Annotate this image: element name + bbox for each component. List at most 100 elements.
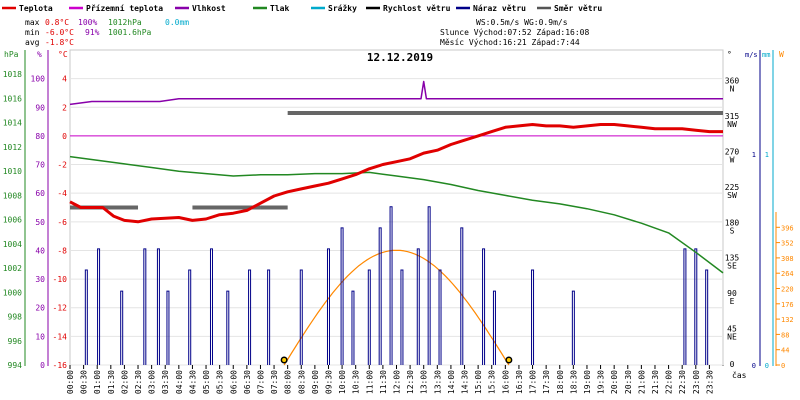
solar-tick-9: 396 — [781, 224, 794, 232]
hpa-tick-4: 1002 — [3, 264, 22, 273]
x-tick-22: 11:00 — [365, 370, 374, 394]
temp-tick-5: -6 — [57, 218, 67, 227]
stat-max-temp: 0.8°C — [45, 18, 69, 27]
x-tick-20: 10:00 — [338, 370, 347, 394]
x-tick-18: 09:00 — [311, 370, 320, 394]
stat-max-hum: 100% — [78, 18, 97, 27]
legend-item-0: Teplota — [19, 4, 53, 13]
wind-gust-bar-19 — [416, 248, 420, 365]
x-tick-26: 13:00 — [420, 370, 429, 394]
humidity-tick-4: 40 — [35, 246, 45, 255]
wind-gust-bar-17 — [389, 206, 393, 365]
chart-title: 12.12.2019 — [367, 51, 433, 64]
x-tick-6: 03:00 — [148, 370, 157, 394]
temp-tick-1: -14 — [53, 332, 68, 341]
x-tick-14: 07:00 — [256, 370, 265, 394]
stat-min-press: 1001.6hPa — [108, 28, 152, 37]
x-tick-7: 03:30 — [161, 370, 170, 394]
wind-gust-bar-0 — [84, 269, 88, 365]
wind-gust-bar-2 — [120, 290, 124, 365]
humidity-tick-8: 80 — [35, 132, 45, 141]
legend-item-4: Srážky — [328, 4, 357, 13]
wind-gust-bar-25 — [531, 269, 535, 365]
x-tick-5: 02:30 — [134, 370, 143, 394]
x-tick-8: 04:00 — [175, 370, 184, 394]
stat-avg-label: avg — [25, 38, 40, 47]
solar-tick-2: 88 — [781, 331, 789, 339]
humidity-tick-10: 100 — [31, 75, 46, 84]
hpa-tick-5: 1004 — [3, 240, 22, 249]
x-tick-36: 18:00 — [556, 370, 565, 394]
legend-item-3: Tlak — [270, 4, 289, 13]
hpa-tick-7: 1008 — [3, 191, 22, 200]
x-tick-1: 00:30 — [80, 370, 89, 394]
x-tick-43: 21:30 — [651, 370, 660, 394]
sun-marker-core-0 — [282, 358, 287, 362]
wind-gust-bar-29 — [705, 269, 709, 365]
wind-gust-bar-22 — [460, 227, 464, 365]
stat-avg-temp: -1.8°C — [45, 38, 74, 47]
right-axes: ° m/s mm W045NE90E135SE180S225SW270W315NW36… — [722, 50, 794, 370]
moon-info: Měsíc Východ:16:21 Západ:7:44 — [440, 38, 580, 47]
x-tick-12: 06:00 — [229, 370, 238, 394]
hpa-tick-8: 1010 — [3, 167, 22, 176]
direction-tick-2: 90 — [727, 289, 737, 298]
solar-tick-7: 308 — [781, 255, 794, 263]
wind-gust-bar-15 — [367, 269, 371, 365]
sun-marker-core-1 — [506, 358, 511, 362]
direction-name-7: NW — [727, 120, 737, 129]
x-tick-28: 14:00 — [447, 370, 456, 394]
temp-tick-3: -10 — [53, 275, 68, 284]
x-tick-34: 17:00 — [529, 370, 538, 394]
wind-gust-bar-6 — [188, 269, 192, 365]
x-tick-0: 00:00 — [66, 370, 75, 394]
direction-tick-7: 315 — [725, 112, 740, 121]
rain-tick-0: 0 — [765, 362, 769, 370]
direction-tick-1: 45 — [727, 325, 737, 334]
wind-gust-bar-21 — [438, 269, 442, 365]
humidity-tick-6: 60 — [35, 189, 45, 198]
x-tick-27: 13:30 — [433, 370, 442, 394]
x-tick-11: 05:30 — [216, 370, 225, 394]
x-tick-44: 22:00 — [665, 370, 674, 394]
stat-max-rain: 0.0mm — [165, 18, 189, 27]
plot-area — [69, 49, 724, 366]
hpa-tick-1: 996 — [8, 337, 23, 346]
wind-gust-bar-14 — [351, 290, 355, 365]
x-tick-35: 17:30 — [542, 370, 551, 394]
temp-axis-label: °C — [58, 50, 68, 59]
wind-gust-bar-3 — [143, 248, 147, 365]
wind-gust-bar-20 — [427, 206, 431, 365]
x-tick-31: 15:30 — [488, 370, 497, 394]
x-tick-16: 08:00 — [284, 370, 293, 394]
wind-gust-bar-5 — [166, 290, 170, 365]
legend: Teplota Přízemní teplota Vlhkost Tlak Srážky… — [2, 3, 602, 13]
solar-radiation-line — [283, 249, 510, 366]
temp-tick-0: -16 — [53, 361, 68, 370]
hpa-tick-3: 1000 — [3, 288, 22, 297]
wind-gust-bar-11 — [299, 269, 303, 365]
rain-tick-1: 1 — [765, 151, 769, 159]
solar-tick-6: 264 — [781, 270, 794, 278]
hpa-tick-2: 998 — [8, 313, 23, 322]
hpa-tick-11: 1016 — [3, 94, 22, 103]
wind-gust-bar-7 — [209, 248, 213, 365]
x-tick-3: 01:30 — [107, 370, 116, 394]
humidity-tick-9: 90 — [35, 103, 45, 112]
temp-tick-2: -12 — [53, 304, 68, 313]
direction-axis-label: ° — [727, 50, 732, 59]
wind-axis-label: m/s — [745, 51, 758, 59]
direction-name-5: SW — [727, 191, 737, 200]
x-tick-9: 04:30 — [188, 370, 197, 394]
humidity-tick-5: 50 — [35, 218, 45, 227]
x-tick-46: 23:00 — [692, 370, 701, 394]
wind-gust-bar-4 — [156, 248, 160, 365]
solar-tick-3: 132 — [781, 316, 794, 324]
wind-gust-bar-28 — [694, 248, 698, 365]
x-tick-30: 15:00 — [474, 370, 483, 394]
hpa-axis-label: hPa — [4, 50, 19, 59]
x-tick-38: 19:00 — [583, 370, 592, 394]
hpa-tick-9: 1012 — [3, 143, 22, 152]
direction-name-1: NE — [727, 333, 737, 342]
direction-tick-6: 270 — [725, 147, 740, 156]
